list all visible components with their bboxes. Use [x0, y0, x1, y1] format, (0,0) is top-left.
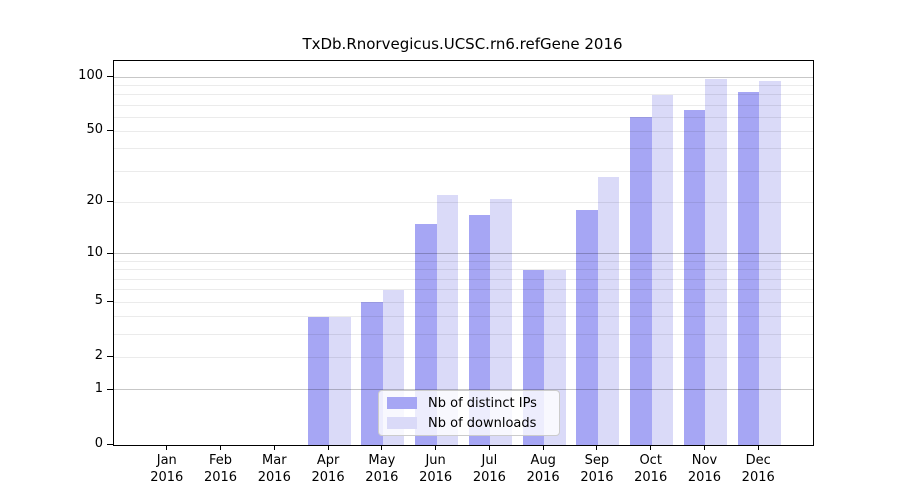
bar-downloads-jun — [436, 194, 459, 445]
y-tick-label-5: 5 — [94, 293, 103, 309]
y-tick-label-1: 1 — [94, 380, 103, 396]
legend-item-downloads: Nb of downloads — [387, 415, 551, 431]
bar-downloads-apr — [329, 316, 351, 445]
legend-item-distinct-ips: Nb of distinct IPs — [387, 395, 551, 411]
y-tick-mark-1 — [107, 388, 113, 390]
bar-ips-oct — [630, 117, 652, 445]
y-tick-label-100: 100 — [78, 68, 103, 83]
x-tick-mark-aug — [542, 445, 544, 450]
x-tick-label-apr: Apr 2016 — [311, 453, 345, 485]
x-tick-mark-dec — [757, 445, 759, 450]
plot-area: Nb of distinct IPs Nb of downloads — [113, 60, 814, 446]
bar-downloads-dec — [759, 81, 781, 445]
y-tick-mark-0 — [107, 444, 113, 445]
chart-title: TxDb.Rnorvegicus.UCSC.rn6.refGene 2016 — [302, 35, 623, 53]
x-tick-label-sep: Sep 2016 — [580, 453, 614, 485]
x-tick-label-jul: Jul 2016 — [472, 453, 506, 485]
x-tick-label-nov: Nov 2016 — [687, 453, 721, 485]
x-tick-mark-nov — [703, 445, 705, 450]
x-tick-label-may: May 2016 — [365, 453, 399, 485]
y-tick-label-20: 20 — [86, 193, 103, 209]
x-tick-label-jun: Jun 2016 — [419, 453, 453, 485]
y-tick-mark-20 — [107, 201, 113, 203]
x-tick-mark-sep — [596, 445, 598, 450]
x-tick-label-mar: Mar 2016 — [257, 453, 291, 485]
bar-downloads-sep — [597, 176, 620, 445]
legend-label-distinct-ips: Nb of distinct IPs — [428, 395, 537, 411]
x-tick-label-aug: Aug 2016 — [526, 453, 560, 485]
x-tick-mark-jul — [488, 445, 490, 450]
bar-ips-sep — [576, 210, 598, 445]
legend-label-downloads: Nb of downloads — [428, 415, 537, 431]
bar-ips-apr — [307, 316, 330, 445]
bar-ips-dec — [737, 91, 760, 445]
x-tick-mark-feb — [220, 445, 222, 450]
bar-ips-jul — [468, 214, 491, 445]
x-tick-mark-jan — [166, 445, 168, 450]
bars-layer — [114, 61, 813, 445]
y-tick-label-2: 2 — [94, 348, 103, 364]
y-tick-mark-100 — [107, 76, 113, 77]
x-tick-mark-jun — [435, 445, 437, 450]
bar-ips-jun — [415, 223, 437, 445]
legend-swatch-distinct-ips — [387, 397, 417, 409]
x-tick-label-feb: Feb 2016 — [203, 453, 238, 485]
bar-downloads-nov — [705, 78, 727, 445]
y-tick-mark-5 — [107, 301, 113, 303]
legend: Nb of distinct IPs Nb of downloads — [378, 390, 560, 436]
y-tick-mark-2 — [107, 356, 113, 358]
y-tick-mark-50 — [107, 130, 113, 132]
x-tick-mark-oct — [650, 445, 652, 450]
bar-ips-nov — [683, 109, 706, 445]
y-tick-label-0: 0 — [94, 436, 103, 451]
legend-swatch-downloads — [387, 417, 417, 429]
bar-downloads-oct — [651, 94, 674, 445]
y-tick-label-50: 50 — [86, 122, 103, 138]
x-tick-mark-apr — [327, 445, 329, 450]
bar-downloads-jul — [490, 198, 512, 445]
y-tick-label-10: 10 — [86, 244, 103, 260]
x-tick-mark-mar — [273, 445, 275, 450]
x-tick-mark-may — [381, 445, 383, 450]
x-tick-label-jan: Jan 2016 — [150, 453, 184, 485]
y-tick-mark-10 — [107, 252, 113, 254]
x-tick-label-oct: Oct 2016 — [634, 453, 668, 485]
x-tick-label-dec: Dec 2016 — [741, 453, 775, 485]
bar-ips-may — [361, 302, 383, 445]
